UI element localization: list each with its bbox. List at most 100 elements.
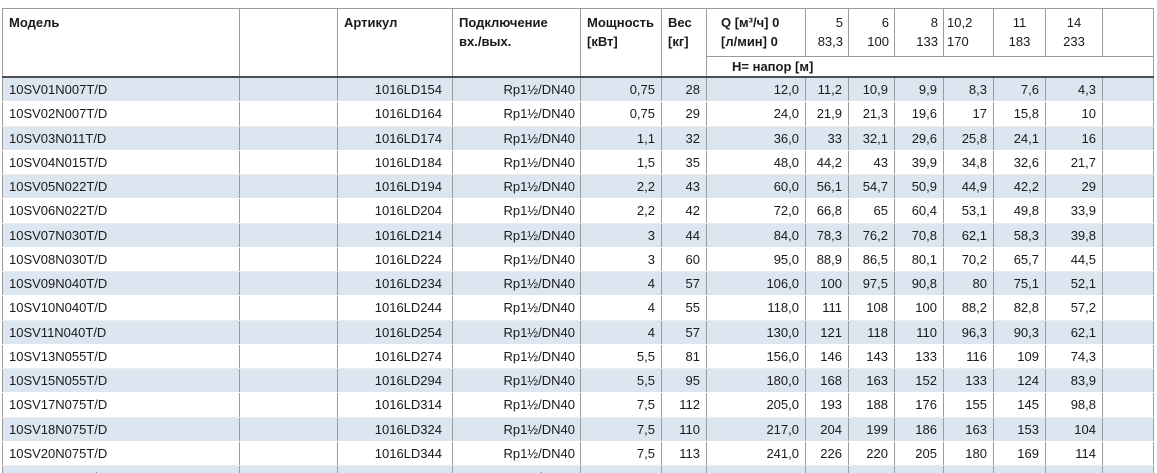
trailing-empty-cell — [1102, 150, 1154, 176]
head-cell: 168 — [805, 368, 849, 394]
model-cell: 10SV15N055T/D — [2, 368, 240, 394]
table-row: 10SV21N110T/D 1016LD354 Rp1½/DN40 11 164… — [2, 465, 1154, 473]
table-row: 10SV08N030T/D 1016LD224 Rp1½/DN40 3 60 9… — [2, 247, 1154, 273]
head-cell: 217,0 — [706, 417, 806, 442]
head-cell: 43 — [848, 150, 895, 176]
trailing-empty-cell — [1102, 77, 1154, 103]
head-cell: 90,3 — [993, 320, 1046, 345]
power-cell: 7,5 — [580, 417, 662, 442]
connection-cell: Rp1½/DN40 — [452, 174, 581, 200]
head-cell: 82,8 — [993, 295, 1046, 321]
head-cell: 88,9 — [805, 247, 849, 273]
article-cell: 1016LD324 — [337, 417, 453, 442]
empty-cell — [239, 174, 338, 200]
head-cell: 33,9 — [1045, 198, 1103, 224]
article-cell: 1016LD214 — [337, 223, 453, 248]
head-cell: 74,3 — [1045, 344, 1103, 370]
head-cell: 88,2 — [943, 295, 994, 321]
article-cell: 1016LD274 — [337, 344, 453, 370]
head-cell: 205 — [894, 441, 944, 467]
head-cell: 100 — [894, 295, 944, 321]
head-cell: 62,1 — [1045, 320, 1103, 345]
weight-cell: 32 — [661, 126, 707, 151]
pump-spec-table: Модель Артикул Подключение вх./вых. Мощн… — [2, 8, 1154, 473]
power-cell: 3 — [580, 247, 662, 273]
flow-m3h-value: 10,2 — [947, 15, 973, 30]
head-cell: 133 — [943, 368, 994, 394]
head-cell: 188 — [848, 392, 895, 418]
table-row: 10SV06N022T/D 1016LD204 Rp1½/DN40 2,2 42… — [2, 198, 1154, 224]
column-header-trailing-empty — [1102, 8, 1154, 57]
head-cell: 97,5 — [848, 271, 895, 297]
head-cell: 84,0 — [706, 223, 806, 248]
article-cell: 1016LD224 — [337, 247, 453, 273]
flow-m3h-value: 14 — [1066, 15, 1082, 30]
flow-lmin-value: 233 — [1063, 34, 1085, 49]
head-cell: 12,0 — [706, 77, 806, 103]
head-cell: 36,0 — [706, 126, 806, 151]
head-cell: 98,8 — [1045, 392, 1103, 418]
model-cell: 10SV10N040T/D — [2, 295, 240, 321]
head-cell: 66,8 — [805, 198, 849, 224]
head-cell: 104 — [1045, 417, 1103, 442]
model-cell: 10SV05N022T/D — [2, 174, 240, 200]
table-row: 10SV09N040T/D 1016LD234 Rp1½/DN40 4 57 1… — [2, 271, 1154, 297]
head-cell: 155 — [943, 392, 994, 418]
weight-cell: 57 — [661, 271, 707, 297]
empty-cell — [239, 441, 338, 467]
head-cell: 8,3 — [943, 77, 994, 103]
empty-cell — [239, 295, 338, 321]
weight-label-line2: [кг] — [668, 34, 689, 49]
head-cell: 39,9 — [894, 150, 944, 176]
head-cell: 21,3 — [848, 101, 895, 127]
model-cell: 10SV08N030T/D — [2, 247, 240, 273]
head-cell: 34,8 — [943, 150, 994, 176]
table-row: 10SV07N030T/D 1016LD214 Rp1½/DN40 3 44 8… — [2, 223, 1154, 248]
model-cell: 10SV07N030T/D — [2, 223, 240, 248]
flow-m3h-value: 6 — [881, 15, 889, 30]
power-cell: 3 — [580, 223, 662, 248]
connection-cell: Rp1½/DN40 — [452, 320, 581, 345]
head-cell: 29 — [1045, 174, 1103, 200]
article-cell: 1016LD314 — [337, 392, 453, 418]
flow-m3h-value: 11 — [1012, 15, 1027, 30]
flow-lmin-value: 133 — [916, 34, 938, 49]
head-cell: 65,7 — [993, 247, 1046, 273]
head-cell: 152 — [894, 368, 944, 394]
column-header-connection: Подключение вх./вых. — [452, 8, 581, 78]
connection-cell: Rp1½/DN40 — [452, 101, 581, 127]
weight-cell: 28 — [661, 77, 707, 103]
article-cell: 1016LD244 — [337, 295, 453, 321]
head-cell: 52,1 — [1045, 271, 1103, 297]
article-cell: 1016LD354 — [337, 465, 453, 473]
weight-cell: 43 — [661, 174, 707, 200]
article-cell: 1016LD194 — [337, 174, 453, 200]
flow-column-5: 11 183 — [993, 8, 1046, 57]
weight-cell: 35 — [661, 150, 707, 176]
article-cell: 1016LD184 — [337, 150, 453, 176]
head-cell: 21,9 — [805, 101, 849, 127]
head-cell: 204 — [805, 417, 849, 442]
head-cell: 24,0 — [706, 101, 806, 127]
article-cell: 1016LD174 — [337, 126, 453, 151]
connection-cell: Rp1½/DN40 — [452, 465, 581, 473]
head-cell: 236 — [848, 465, 895, 473]
head-cell: 100 — [805, 271, 849, 297]
connection-cell: Rp1½/DN40 — [452, 441, 581, 467]
power-cell: 7,5 — [580, 392, 662, 418]
head-cell: 44,9 — [943, 174, 994, 200]
head-cell: 153 — [993, 417, 1046, 442]
power-cell: 7,5 — [580, 441, 662, 467]
connection-cell: Rp1½/DN40 — [452, 368, 581, 394]
head-cell: 53,1 — [943, 198, 994, 224]
weight-cell: 55 — [661, 295, 707, 321]
weight-cell: 29 — [661, 101, 707, 127]
head-cell: 193 — [805, 392, 849, 418]
flow-m3h-value: 8 — [930, 15, 938, 30]
head-cell: 72,0 — [706, 198, 806, 224]
weight-cell: 110 — [661, 417, 707, 442]
table-row: 10SV15N055T/D 1016LD294 Rp1½/DN40 5,5 95… — [2, 368, 1154, 394]
head-cell: 62,1 — [943, 223, 994, 248]
head-cell: 80 — [943, 271, 994, 297]
